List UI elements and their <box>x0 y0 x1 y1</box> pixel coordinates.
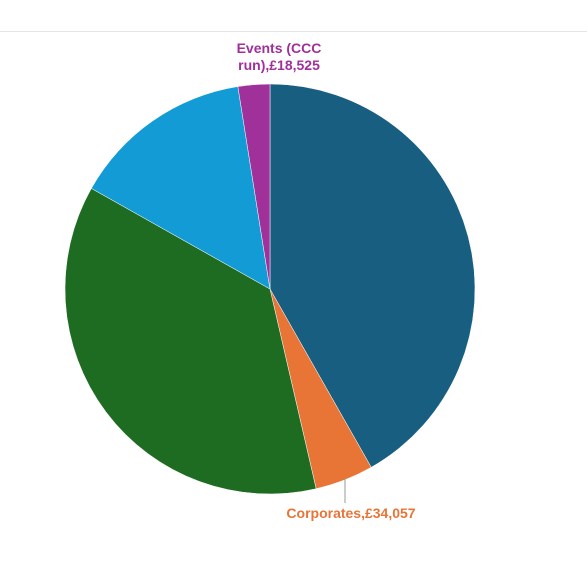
header-border <box>0 31 587 32</box>
pie-slice <box>237 83 271 290</box>
slice-label: Events (CCC run),£18,525 <box>236 40 322 73</box>
slice-label: Corporates,£34,057 <box>286 505 416 521</box>
pie-slice <box>91 86 271 290</box>
pie-slice <box>269 83 476 468</box>
pie-slice <box>64 188 317 495</box>
